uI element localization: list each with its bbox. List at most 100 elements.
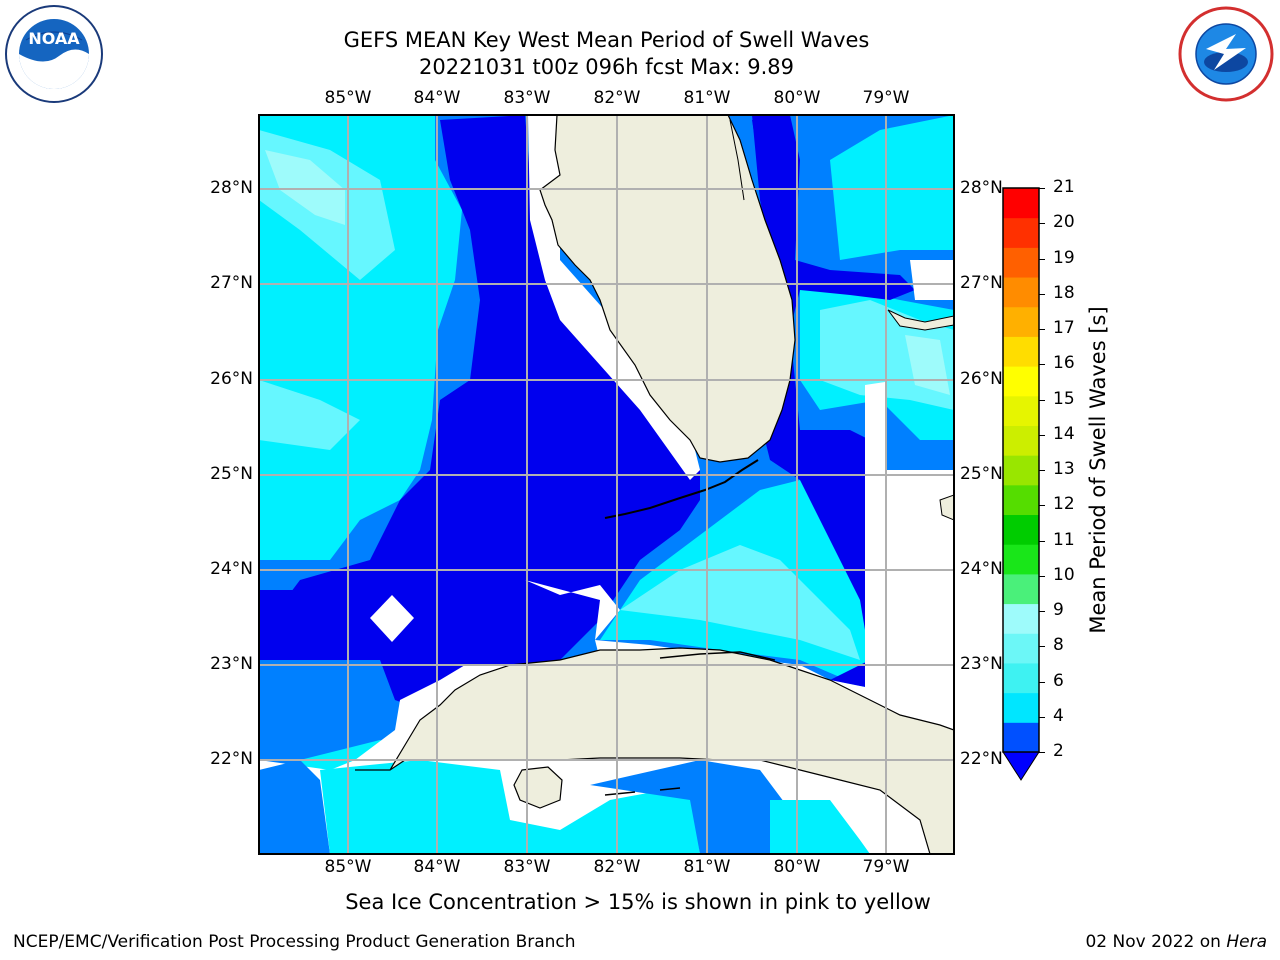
colorbar-tick	[1039, 399, 1045, 401]
colorbar-tick	[1039, 258, 1045, 260]
colorbar-tick	[1039, 293, 1045, 295]
colorbar-tick	[1039, 188, 1045, 189]
colorbar-tick-label: 8	[1053, 635, 1064, 656]
field-dark-gulf-sw	[259, 590, 320, 660]
colorbar-segment	[1003, 247, 1039, 278]
field-dark-ne	[752, 115, 780, 180]
lat-label-right: 27°N	[960, 273, 1003, 293]
colorbar-tick-label: 12	[1053, 494, 1075, 515]
colorbar-segment	[1003, 722, 1039, 753]
colorbar-tick	[1039, 434, 1045, 436]
colorbar-tick	[1039, 752, 1045, 753]
colorbar-segment	[1003, 455, 1039, 486]
field-light-c	[620, 545, 860, 660]
lon-label-bottom: 79°W	[862, 857, 910, 877]
colorbar-segment	[1003, 306, 1039, 337]
lon-label-top: 79°W	[862, 88, 910, 108]
colorbar-tick-label: 18	[1053, 282, 1075, 303]
lon-label-top: 80°W	[773, 88, 821, 108]
colorbar-title: Mean Period of Swell Waves [s]	[1086, 306, 1110, 634]
nodata-diamond	[370, 595, 414, 642]
lat-label-left: 23°N	[210, 654, 253, 674]
field-pale	[265, 150, 345, 225]
land-bahamas-andros	[939, 494, 954, 521]
colorbar-segment	[1003, 633, 1039, 664]
colorbar-tick-label: 13	[1053, 459, 1075, 479]
colorbar-tick-label: 14	[1053, 423, 1075, 444]
lon-label-bottom: 83°W	[503, 857, 551, 877]
colorbar-segment	[1003, 277, 1039, 308]
colorbar-segment	[1003, 366, 1039, 397]
cuba-north-cays	[604, 651, 776, 796]
lat-label-right: 25°N	[960, 464, 1003, 484]
colorbar-segments	[1003, 188, 1039, 753]
lon-label-top: 82°W	[593, 88, 641, 108]
colorbar-tick-label: 6	[1053, 670, 1064, 691]
colorbar-segment	[1003, 395, 1039, 426]
colorbar-tick	[1039, 364, 1045, 366]
lat-label-left: 27°N	[210, 273, 253, 293]
lon-label-bottom: 80°W	[773, 857, 821, 877]
colorbar-tick	[1039, 575, 1045, 577]
field-light-w	[259, 380, 360, 450]
noaa-logo: NOAA	[5, 5, 103, 103]
lon-label-top: 81°W	[683, 88, 731, 108]
colorbar-tick-label: 17	[1053, 318, 1075, 338]
lon-label-bottom: 82°W	[593, 857, 641, 877]
noaa-logo-text: NOAA	[28, 29, 80, 48]
colorbar-segment	[1003, 573, 1039, 605]
lat-label-right: 24°N	[960, 559, 1003, 579]
lat-label-left: 25°N	[210, 464, 253, 484]
florida-keys	[604, 459, 759, 519]
colorbar-tick-label: 19	[1053, 247, 1075, 268]
lon-label-bottom: 85°W	[324, 857, 372, 877]
colorbar-tick	[1039, 681, 1045, 683]
florida-east-coast	[729, 119, 745, 201]
field-south-blue	[259, 760, 330, 854]
lon-label-top: 83°W	[503, 88, 551, 108]
colorbar-under-arrow	[1002, 751, 1040, 781]
nws-logo	[1178, 6, 1274, 102]
gridlines	[259, 115, 954, 854]
land-bahamas-grand	[887, 309, 954, 331]
lat-label-right: 23°N	[960, 654, 1003, 674]
colorbar-tick	[1039, 611, 1045, 612]
colorbar-tick-label: 9	[1053, 600, 1064, 620]
colorbar-tick	[1039, 505, 1045, 507]
colorbar-tick-label: 11	[1053, 529, 1075, 550]
field-cyan-ne	[830, 115, 954, 260]
colorbar-tick-label: 16	[1053, 353, 1075, 374]
footer-date-text: 02 Nov 2022 on	[1085, 932, 1227, 952]
colorbar-segment	[1003, 603, 1039, 634]
colorbar-tick	[1039, 329, 1045, 330]
nodata-bahamas-n	[910, 260, 954, 300]
footer-host: Hera	[1226, 932, 1267, 952]
lat-label-right: 28°N	[960, 178, 1003, 198]
colorbar-segment	[1003, 188, 1039, 219]
sea-ice-caption: Sea Ice Concentration > 15% is shown in …	[345, 890, 931, 914]
field-south-cyan	[320, 760, 700, 854]
chart-title: GEFS MEAN Key West Mean Period of Swell …	[343, 28, 870, 52]
lat-label-right: 26°N	[960, 369, 1003, 389]
colorbar-tick-label: 2	[1053, 741, 1064, 761]
colorbar-tick-label: 21	[1053, 177, 1075, 197]
colorbar-tick-label: 4	[1053, 705, 1064, 726]
lat-label-left: 26°N	[210, 369, 253, 389]
colorbar-segment	[1003, 336, 1039, 367]
footer-branch: NCEP/EMC/Verification Post Processing Pr…	[13, 932, 576, 952]
colorbar-segment	[1003, 217, 1039, 248]
colorbar-segment	[1003, 425, 1039, 456]
colorbar-segment	[1003, 692, 1039, 723]
lon-label-bottom: 81°W	[683, 857, 731, 877]
colorbar-segment	[1003, 514, 1039, 545]
colorbar-tick	[1039, 716, 1045, 718]
colorbar-segment	[1003, 544, 1039, 575]
land-florida	[539, 115, 796, 463]
field-dark-gulf	[270, 115, 700, 720]
field-south-cyan2	[770, 800, 870, 854]
lon-label-bottom: 84°W	[413, 857, 461, 877]
colorbar-tick	[1039, 646, 1045, 648]
colorbar-tick	[1039, 540, 1045, 542]
colorbar-tick-label: 15	[1053, 388, 1075, 409]
